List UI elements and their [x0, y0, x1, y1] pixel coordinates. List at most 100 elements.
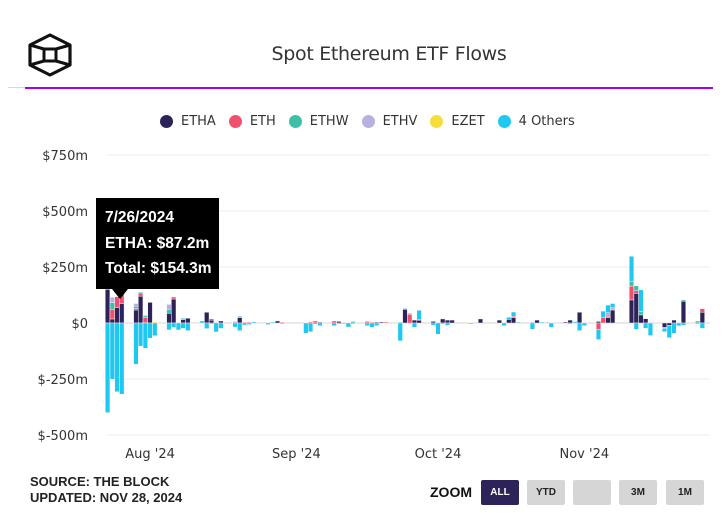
bar-segment-etha [680, 301, 686, 324]
header-divider [25, 87, 713, 89]
header-divider-faint [8, 87, 25, 88]
x-tick-label: Aug '24 [125, 447, 175, 462]
bar-segment-etha [114, 307, 120, 324]
bar-segment-etha [204, 312, 210, 324]
y-tick-label: $-250m [38, 373, 88, 388]
legend-label: ETHW [309, 114, 349, 129]
bar-segment-others [105, 322, 111, 413]
bar-segment-others [303, 322, 309, 334]
legend-item-ethw[interactable]: ETHW [288, 114, 349, 129]
bar-segment-ethw [633, 285, 639, 291]
bar-segment-others [152, 322, 158, 336]
y-tick-label: $750m [42, 149, 88, 164]
x-tick-label: Oct '24 [415, 447, 462, 462]
bar-segment-ethw [515, 321, 521, 324]
bar-segment-etha [477, 318, 483, 324]
bar-segment-etha [119, 303, 125, 324]
bar-segment-others [468, 322, 474, 325]
bar-segment-others [312, 322, 318, 325]
y-tick-label: $250m [42, 261, 88, 276]
bar-segment-others [246, 322, 252, 325]
bar-segment-others [369, 322, 375, 328]
legend-item-others[interactable]: 4 Others [497, 114, 575, 129]
bar-segment-others [199, 320, 205, 324]
zoom-ytd-button[interactable]: YTD [527, 480, 565, 505]
bar-segment-others [511, 311, 517, 317]
legend-item-ethv[interactable]: ETHV [361, 114, 417, 129]
bar-segment-ethw [638, 311, 644, 316]
x-tick-label: Nov '24 [560, 447, 610, 462]
bar-segment-others [407, 313, 413, 315]
bar-segment-eth [383, 321, 389, 324]
bar-segment-ethw [680, 299, 686, 302]
bar-segment-eth [331, 320, 337, 324]
legend-item-ezet[interactable]: EZET [430, 114, 485, 129]
bar-segment-others [166, 322, 172, 331]
bar-segment-others [676, 322, 682, 326]
bar-segment-eth [595, 322, 601, 330]
bar-segment-ethv [166, 304, 172, 310]
bar-segment-others [114, 322, 120, 392]
bar-segment-ethv [610, 307, 616, 311]
bar-segment-ethw [138, 291, 144, 294]
zoom-blank-button[interactable] [573, 480, 611, 505]
legend-dot-icon [228, 115, 242, 128]
bar-segment-etha [633, 293, 639, 324]
bar-segment-ethw [109, 302, 115, 310]
bar-segment-eth [142, 317, 148, 323]
bar-segment-others [109, 322, 115, 380]
bar-segment-others [638, 289, 644, 312]
bar-segment-others [643, 322, 649, 329]
bar-segment-etha [511, 317, 517, 324]
bar-segment-others [633, 322, 639, 330]
zoom-1m-button[interactable]: 1M [666, 480, 704, 505]
bar-segment-others [416, 310, 422, 320]
bar-segment-ethw [180, 318, 186, 320]
legend-item-eth[interactable]: ETH [228, 114, 276, 129]
bar-segment-others [345, 322, 351, 328]
zoom-label: ZOOM [430, 484, 472, 500]
bar-segment-others [218, 322, 224, 329]
bar-segment-others [185, 322, 191, 331]
bar-segment-others [204, 322, 210, 329]
bar-segment-ethw [237, 316, 243, 318]
tooltip-date: 7/26/2024 [105, 209, 174, 226]
bar-segment-others [435, 322, 441, 335]
bar-segment-etha [577, 312, 583, 324]
bar-segment-ezet [152, 321, 158, 324]
bar-segment-others [265, 322, 271, 325]
bar-segment-eth [605, 316, 611, 318]
bar-segment-eth [133, 308, 139, 311]
bar-segment-others [147, 322, 153, 339]
source-note: SOURCE: THE BLOCK UPDATED: NOV 28, 2024 [30, 474, 182, 506]
bar-segment-etha [411, 319, 417, 324]
zoom-all-button[interactable]: ALL [481, 480, 519, 505]
bar-segment-etha [171, 298, 177, 324]
bar-segment-etha [402, 309, 408, 324]
bar-segment-eth [312, 320, 318, 324]
y-tick-label: $-500m [38, 429, 88, 444]
source-text: SOURCE: THE BLOCK [30, 474, 170, 489]
bar-segment-etha [180, 319, 186, 324]
zoom-3m-button[interactable]: 3M [619, 480, 657, 505]
bar-segment-ethv [529, 321, 535, 324]
bar-segment-etha [208, 319, 214, 324]
bar-segment-eth [109, 309, 115, 320]
legend-dot-icon [497, 115, 511, 128]
bar-segment-others [506, 316, 512, 320]
legend-item-etha[interactable]: ETHA [160, 114, 216, 129]
bar-segment-others [600, 310, 606, 318]
bar-segment-others [336, 322, 342, 325]
bar-segment-others [605, 304, 611, 313]
bar-segment-etha [662, 322, 668, 328]
bar-segment-others [572, 321, 578, 324]
bar-segment-etha [430, 321, 436, 324]
bar-segment-etha [562, 321, 568, 324]
bar-segment-etha [147, 302, 153, 324]
bar-segment-eth [364, 321, 370, 324]
bar-segment-others [279, 322, 285, 325]
bar-segment-others [119, 322, 125, 395]
legend-dot-icon [288, 115, 302, 128]
tooltip-caret [112, 289, 128, 299]
